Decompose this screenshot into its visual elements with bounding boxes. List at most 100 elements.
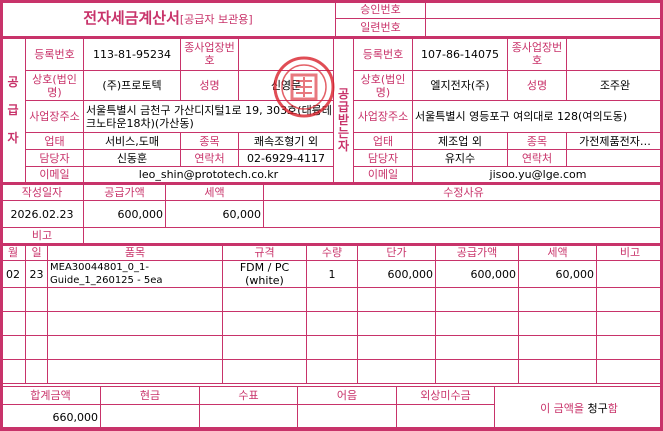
supplier-reg-no: 113-81-95234 xyxy=(84,38,181,71)
label: 이메일 xyxy=(26,167,84,184)
label: 성명 xyxy=(508,71,567,101)
items-header-cell: 월 xyxy=(1,245,26,261)
table-row xyxy=(1,312,663,336)
label: 세액 xyxy=(166,184,264,201)
label: 수표 xyxy=(200,387,298,405)
items-header-cell: 품목 xyxy=(48,245,223,261)
items-header-cell: 비고 xyxy=(597,245,663,261)
buyer-side-label: 공급받는자 xyxy=(337,68,351,153)
buyer-email: jisoo.yu@lge.com xyxy=(413,167,663,184)
item-cell xyxy=(436,360,519,384)
item-cell xyxy=(597,336,663,360)
table-row xyxy=(1,288,663,312)
label: 이메일 xyxy=(354,167,413,184)
total-amount: 660,000 xyxy=(1,405,101,431)
supplier-biz-type: 서비스,도매 xyxy=(84,133,181,150)
buyer-rep: 조주완 xyxy=(567,71,663,101)
buyer-contact: 유지수 xyxy=(413,150,508,167)
supplier-phone: 02-6929-4117 xyxy=(239,150,334,167)
label: 업태 xyxy=(354,133,413,150)
item-cell xyxy=(358,312,436,336)
items-header-cell: 공급가액 xyxy=(436,245,519,261)
buyer-biz-item: 가전제품전자… xyxy=(567,133,663,150)
item-cell: 60,000 xyxy=(519,261,597,288)
supplier-name: (주)프로토텍 xyxy=(84,71,181,101)
label: 작성일자 xyxy=(1,184,84,201)
item-cell xyxy=(597,360,663,384)
label: 성명 xyxy=(181,71,239,101)
item-cell xyxy=(436,312,519,336)
item-cell: FDM / PC (white) xyxy=(223,261,307,288)
item-cell xyxy=(48,360,223,384)
label: 담당자 xyxy=(354,150,413,167)
serial-no xyxy=(426,19,663,38)
item-cell: 1 xyxy=(307,261,358,288)
supplier-side-label: 공급자 xyxy=(6,68,20,152)
items-header-cell: 단가 xyxy=(358,245,436,261)
item-cell: 600,000 xyxy=(358,261,436,288)
label: 외상미수금 xyxy=(397,387,495,405)
item-cell xyxy=(307,312,358,336)
buyer-sub-biz xyxy=(567,38,663,71)
credit-amount xyxy=(397,405,495,431)
item-cell: MEA30044801_0_1-Guide_1_260125 - 5ea xyxy=(48,261,223,288)
item-cell xyxy=(48,336,223,360)
label: 등록번호 xyxy=(26,38,84,71)
supplier-rep: 신영문 xyxy=(239,71,334,101)
item-cell xyxy=(519,336,597,360)
issue-date: 2026.02.23 xyxy=(1,201,84,228)
item-cell xyxy=(519,312,597,336)
buyer-biz-type: 제조업 외 xyxy=(413,133,508,150)
item-cell xyxy=(597,261,663,288)
item-cell: 23 xyxy=(26,261,48,288)
label: 상호(법인명) xyxy=(354,71,413,101)
supplier-biz-item: 쾌속조형기 외 xyxy=(239,133,334,150)
serial-no-label: 일련번호 xyxy=(336,19,426,38)
item-cell xyxy=(1,288,26,312)
supplier-contact: 신동훈 xyxy=(84,150,181,167)
tax-amount: 60,000 xyxy=(166,201,264,228)
approval-no-label: 승인번호 xyxy=(336,1,426,19)
supply-amount: 600,000 xyxy=(84,201,166,228)
label: 등록번호 xyxy=(354,38,413,71)
items-header-cell: 세액 xyxy=(519,245,597,261)
item-cell xyxy=(223,336,307,360)
items-header-cell: 규격 xyxy=(223,245,307,261)
item-cell xyxy=(1,360,26,384)
label: 담당자 xyxy=(26,150,84,167)
item-cell xyxy=(307,288,358,312)
buyer-name: 엘지전자(주) xyxy=(413,71,508,101)
item-cell xyxy=(597,288,663,312)
label: 상호(법인명) xyxy=(26,71,84,101)
item-cell xyxy=(436,336,519,360)
item-cell xyxy=(358,336,436,360)
item-cell xyxy=(436,288,519,312)
buyer-phone xyxy=(567,150,663,167)
item-cell xyxy=(1,336,26,360)
label: 사업장주소 xyxy=(26,101,84,133)
supplier-address: 서울특별시 금천구 가산디지털1로 19, 303호(대륭테크노타운18차)(가… xyxy=(84,101,334,133)
item-cell xyxy=(519,288,597,312)
table-row xyxy=(1,336,663,360)
approval-no xyxy=(426,1,663,19)
label: 종사업장번호 xyxy=(508,38,567,71)
item-cell: 02 xyxy=(1,261,26,288)
item-cell xyxy=(26,312,48,336)
label: 공급가액 xyxy=(84,184,166,201)
item-cell xyxy=(48,312,223,336)
table-row xyxy=(1,360,663,384)
summary-note xyxy=(84,228,663,245)
item-cell xyxy=(223,360,307,384)
item-cell xyxy=(358,360,436,384)
label: 사업장주소 xyxy=(354,101,413,133)
item-cell xyxy=(519,360,597,384)
item-cell xyxy=(1,312,26,336)
item-cell xyxy=(26,288,48,312)
note-amount xyxy=(298,405,397,431)
items-header-cell: 수량 xyxy=(307,245,358,261)
